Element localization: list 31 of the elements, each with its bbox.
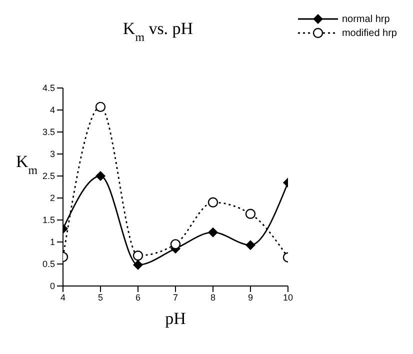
x-axis-title: pH bbox=[165, 309, 186, 328]
y-tick-label: 0.5 bbox=[42, 259, 55, 270]
y-tick-label: 1.5 bbox=[42, 215, 55, 226]
point bbox=[95, 171, 106, 181]
point bbox=[170, 239, 181, 250]
y-axis-title: K$_{m}$ bbox=[16, 152, 38, 177]
point bbox=[95, 102, 106, 112]
x-tick-label: 10 bbox=[282, 292, 293, 302]
y-tick-label: 2 bbox=[50, 193, 55, 204]
x-tick-label: 8 bbox=[210, 292, 216, 302]
legend-label: modified hrp bbox=[342, 28, 397, 38]
x-tick-label: 4 bbox=[60, 292, 66, 302]
point bbox=[132, 250, 144, 261]
legend-label: normal hrp bbox=[342, 14, 390, 24]
y-tick-label: 4.5 bbox=[42, 83, 55, 94]
x-tick-label: 5 bbox=[98, 292, 104, 302]
point bbox=[245, 240, 256, 250]
chart-title: K$_{m}$ vs. pH bbox=[122, 19, 194, 44]
y-tick-label: 1 bbox=[50, 237, 55, 248]
point bbox=[245, 208, 256, 219]
x-tick-label: 6 bbox=[135, 292, 140, 302]
y-tick-label: 3.5 bbox=[42, 127, 55, 138]
y-tick-label: 2.5 bbox=[42, 171, 55, 182]
x-tick-label: 9 bbox=[248, 292, 253, 302]
y-tick-label: 0 bbox=[50, 281, 55, 292]
point bbox=[132, 260, 143, 270]
point bbox=[208, 197, 218, 208]
y-tick-label: 3 bbox=[50, 149, 55, 160]
y-tick-label: 4 bbox=[50, 105, 55, 116]
point bbox=[208, 227, 218, 238]
x-tick-label: 7 bbox=[172, 292, 178, 302]
